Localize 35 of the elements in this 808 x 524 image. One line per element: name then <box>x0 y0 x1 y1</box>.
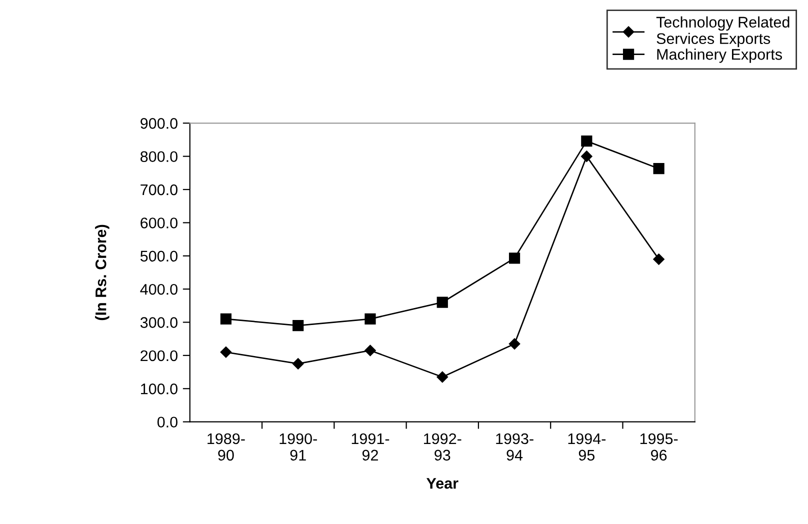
y-tick-label: 600.0 <box>140 218 178 228</box>
y-tick-label: 0.0 <box>157 416 178 428</box>
y-axis-title: (In Rs. Crore) <box>95 224 110 320</box>
y-tick-label: 400.0 <box>140 284 178 295</box>
point <box>581 136 592 147</box>
y-tick-label: 200.0 <box>140 350 178 362</box>
x-tick-label: 1993- 94 <box>496 433 534 461</box>
y-tick-label: 300.0 <box>140 317 178 328</box>
point <box>436 296 448 308</box>
y-tick-label: 100.0 <box>141 384 178 394</box>
x-tick-label: 1990- 91 <box>280 433 317 461</box>
legend-label: Machinery Exports <box>657 48 782 63</box>
point <box>653 163 664 174</box>
y-tick-label: 800.0 <box>140 151 178 162</box>
y-tick-label: 500.0 <box>140 250 178 262</box>
x-tick-label: 1989- 90 <box>208 433 245 461</box>
x-tick-label: 1995- 96 <box>640 433 678 461</box>
y-tick-label: 900.0 <box>140 118 178 129</box>
x-axis-title: Year <box>426 478 458 489</box>
point <box>292 358 304 370</box>
point <box>220 313 232 324</box>
point <box>653 254 664 265</box>
point <box>581 150 592 162</box>
point <box>220 346 232 358</box>
x-tick-label: 1994- 95 <box>568 433 606 461</box>
y-tick-label: 700.0 <box>140 184 178 196</box>
point <box>364 344 376 356</box>
point <box>292 320 304 332</box>
point <box>508 338 520 350</box>
x-tick-label: 1991- 92 <box>352 433 390 461</box>
x-tick-label: 1992- 93 <box>424 433 462 461</box>
point <box>508 252 520 264</box>
point <box>364 313 376 324</box>
legend-label: Technology Related Services Exports <box>656 16 790 48</box>
point <box>436 371 448 383</box>
